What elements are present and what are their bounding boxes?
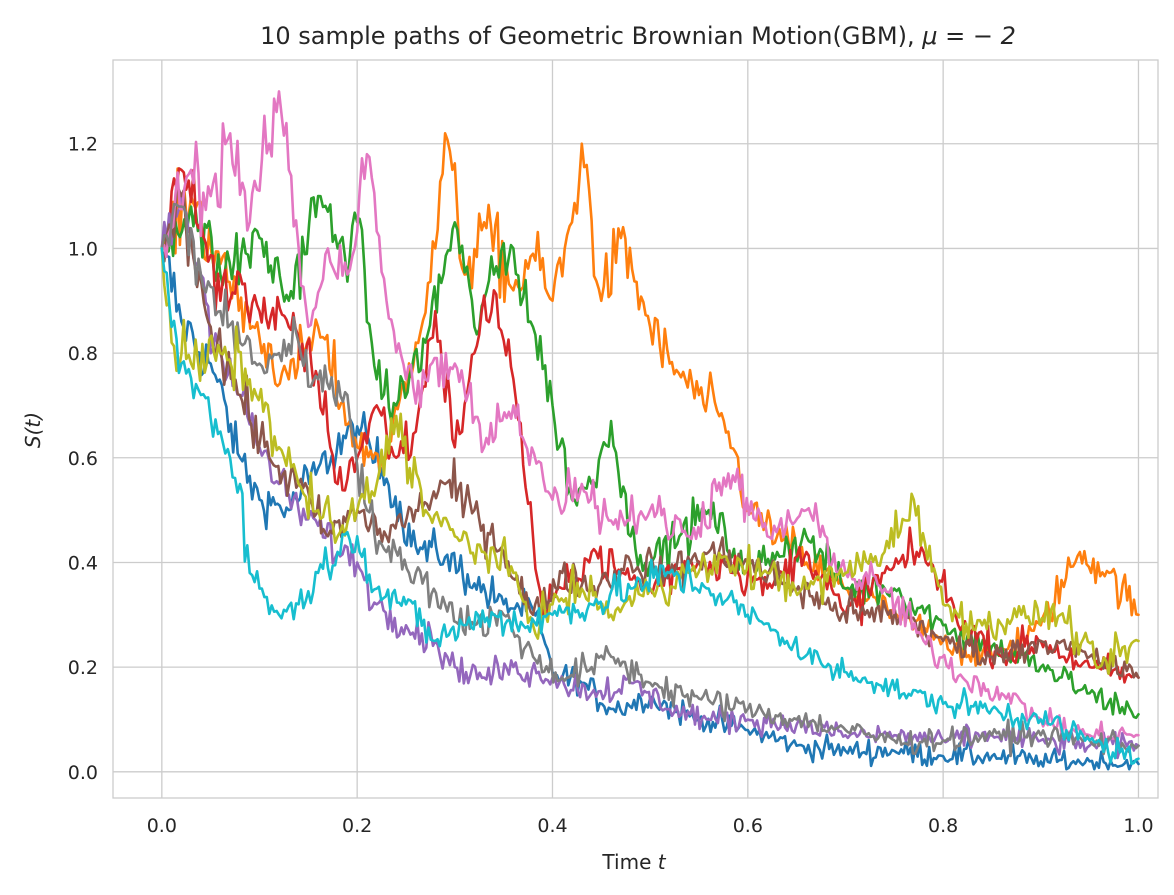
gbm-path-8 xyxy=(160,202,1140,758)
y-tick-label: 1.0 xyxy=(68,238,98,260)
y-tick-label: 0.0 xyxy=(68,762,98,784)
x-axis-label-text: Time xyxy=(601,850,657,874)
y-axis-label: S(t) xyxy=(21,412,45,448)
y-tick-label: 0.6 xyxy=(68,448,98,470)
x-tick-label: 0.4 xyxy=(537,815,567,837)
y-tick-label: 1.2 xyxy=(68,134,98,156)
y-tick-label: 0.4 xyxy=(68,552,98,574)
y-tick-labels: 0.0 0.2 0.4 0.6 0.8 1.0 1.2 xyxy=(68,134,98,784)
gbm-path-10 xyxy=(160,247,1140,765)
x-axis-label-math: t xyxy=(658,850,667,874)
gbm-path-5 xyxy=(160,194,1140,760)
x-tick-label: 0.6 xyxy=(733,815,763,837)
chart-title: 10 sample paths of Geometric Brownian Mo… xyxy=(260,22,1016,50)
x-tick-label: 0.2 xyxy=(342,815,372,837)
chart-title-text: 10 sample paths of Geometric Brownian Mo… xyxy=(260,22,922,50)
plot-frame xyxy=(112,59,1159,799)
gbm-path-7 xyxy=(160,90,1140,749)
gbm-path-6 xyxy=(160,188,1140,679)
x-axis-label: Time t xyxy=(601,850,666,874)
gbm-path-9 xyxy=(160,247,1140,676)
x-tick-label: 0.0 xyxy=(147,815,177,837)
chart-title-math: μ = − 2 xyxy=(921,22,1016,50)
gbm-path-3 xyxy=(160,194,1140,720)
x-tick-labels: 0.0 0.2 0.4 0.6 0.8 1.0 xyxy=(147,815,1154,837)
y-tick-label: 0.2 xyxy=(68,657,98,679)
x-tick-label: 0.8 xyxy=(928,815,958,837)
x-tick-label: 1.0 xyxy=(1123,815,1153,837)
series-lines xyxy=(160,90,1140,771)
y-tick-label: 0.8 xyxy=(68,343,98,365)
gbm-path-1 xyxy=(160,244,1140,771)
